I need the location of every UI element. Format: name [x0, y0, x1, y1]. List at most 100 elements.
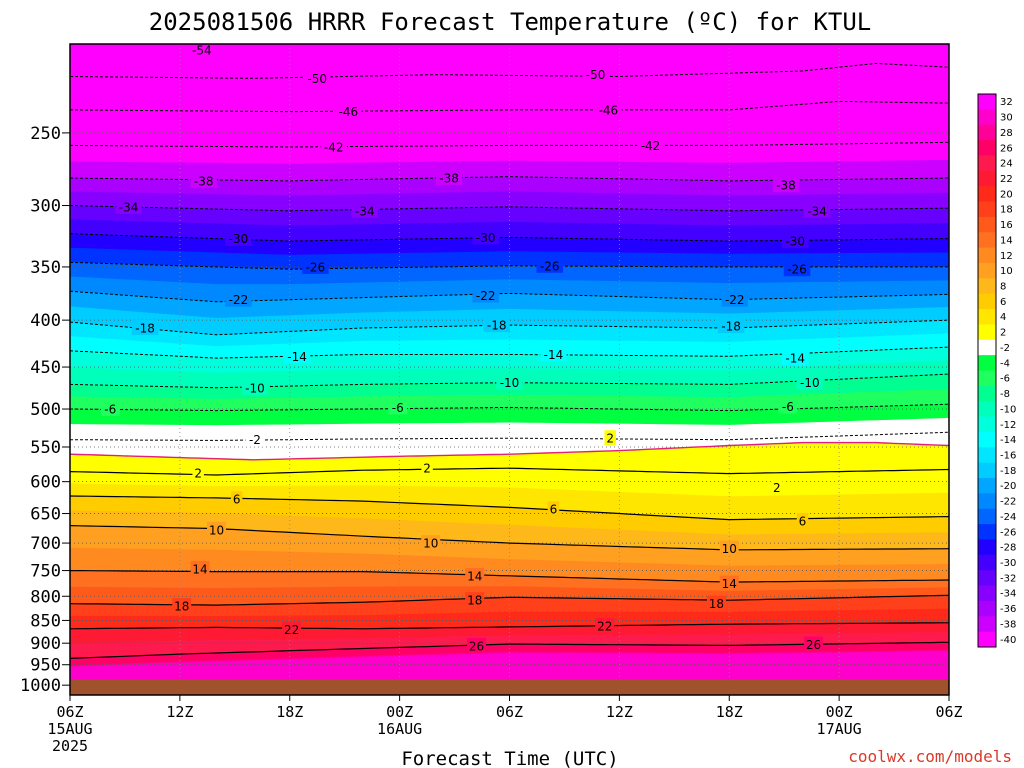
contour-label-bg [778, 398, 798, 414]
contour-label: -18 [135, 322, 155, 336]
contour-label-bg [241, 379, 269, 395]
colorbar-label: -2 [1000, 343, 1010, 354]
contour-label-bg [465, 567, 485, 583]
colorbar-cell [978, 447, 996, 464]
colorbar-frame [977, 93, 997, 648]
contour-label: -26 [787, 263, 807, 277]
colorbar-label: -20 [1000, 481, 1016, 492]
contour-label-bg [472, 287, 499, 303]
colorbar-cell [978, 247, 996, 264]
y-tick-label: 1000 [20, 676, 61, 696]
isotherm-warm [70, 570, 949, 583]
colorbar-label: 20 [1000, 189, 1013, 200]
x-tick-label: 06Z [935, 703, 962, 721]
y-tick-label: 450 [30, 358, 61, 378]
contour-label-bg [207, 521, 226, 537]
colorbar-cell [978, 631, 996, 648]
colorbar-label: -14 [1000, 435, 1016, 446]
contour-label-bg [335, 103, 362, 119]
contour-label-bg [100, 401, 120, 417]
colorbar-cell [978, 201, 996, 218]
contour-label: -34 [807, 204, 827, 218]
colorbar-cell [978, 140, 996, 156]
contour-label: 22 [284, 623, 299, 637]
x-axis-label: Forecast Time (UTC) [401, 748, 618, 768]
contour-label: -46 [339, 105, 359, 119]
contour-label: 14 [467, 569, 482, 583]
contour-label: -34 [355, 204, 375, 218]
contour-label: 2 [773, 481, 781, 495]
contour-label: -10 [245, 381, 265, 395]
freezing-level-line [70, 441, 949, 461]
contour-label: -18 [487, 319, 507, 333]
contour-label: 22 [597, 620, 612, 634]
contour-label-bg [472, 229, 499, 245]
contour-label-bg [796, 374, 824, 390]
contour-label-bg [595, 618, 615, 634]
contour-label-bg [781, 233, 809, 249]
contour-label: -38 [194, 174, 214, 188]
colorbar-cell [978, 216, 996, 233]
colorbar-label: 4 [1000, 312, 1006, 323]
contour-label: -30 [476, 231, 496, 245]
contour-label-bg [188, 44, 216, 57]
colorbar-cell [978, 309, 996, 325]
colorbar-label: 24 [1000, 159, 1013, 170]
contour-label-bg [719, 540, 739, 556]
colorbar-label: -34 [1000, 589, 1016, 600]
contour-label-bg [351, 202, 379, 218]
contour-label-bg [192, 464, 204, 480]
contour-label: -30 [229, 232, 249, 246]
x-tick-label: 06Z [56, 703, 83, 721]
colorbar-cell [978, 600, 996, 617]
contour-label-bg [717, 318, 745, 334]
contour-label: -26 [540, 259, 560, 273]
y-axis: 250 300 350 400 450 500 550 600 650 700 750 800 850 9… [20, 124, 70, 696]
x-tick-label: 2025 [52, 737, 88, 755]
contour-label: -26 [306, 260, 326, 274]
contour-label: -14 [785, 352, 805, 366]
contour-label-bg [781, 350, 809, 366]
colorbar-cell [978, 401, 996, 417]
colorbar-label: -30 [1000, 558, 1016, 569]
contour-label-bg [421, 460, 433, 476]
credit-text: coolwx.com/models [848, 747, 1012, 766]
isotherm-cold [70, 100, 949, 113]
colorbar-cell [978, 94, 996, 110]
contour-label-bg [435, 170, 463, 186]
colorbar-label: 6 [1000, 297, 1006, 308]
contour-label: -50 [586, 68, 606, 82]
contour-label-bg [131, 320, 159, 336]
contour-label: -54 [192, 43, 212, 57]
y-tick-label: 650 [30, 505, 61, 525]
colorbar-label: 22 [1000, 174, 1013, 185]
colorbar-label: -8 [1000, 389, 1010, 400]
colorbar-label: 32 [1000, 97, 1013, 108]
colorbar-cell [978, 524, 996, 540]
colorbar-cell [978, 324, 996, 341]
x-tick-label: 17AUG [817, 720, 862, 738]
colorbar-cell [978, 554, 996, 571]
colorbar-cell [978, 539, 996, 556]
contour-label: -50 [307, 72, 327, 86]
contour-label: -34 [119, 200, 139, 214]
colorbar-label: -12 [1000, 420, 1016, 431]
contour-label-bg [225, 230, 252, 246]
colorbar-label: -26 [1000, 527, 1016, 538]
isotherm-cold [70, 62, 949, 79]
colorbar-label: 18 [1000, 205, 1013, 216]
colorbar-cell [978, 478, 996, 494]
contour-label: -6 [782, 400, 794, 414]
contour-label: 6 [799, 514, 807, 528]
colorbar-label: -36 [1000, 604, 1016, 615]
contour-label: 10 [423, 537, 438, 551]
colorbar-cell [978, 262, 996, 279]
contour-label-bg [303, 70, 331, 86]
colorbar-label: -24 [1000, 512, 1016, 523]
contour-label-bg [190, 560, 210, 576]
y-tick-label: 900 [30, 634, 61, 654]
contour-label: 2 [194, 466, 202, 480]
colorbar-cell [978, 124, 996, 141]
isotherm-cold [70, 290, 949, 303]
